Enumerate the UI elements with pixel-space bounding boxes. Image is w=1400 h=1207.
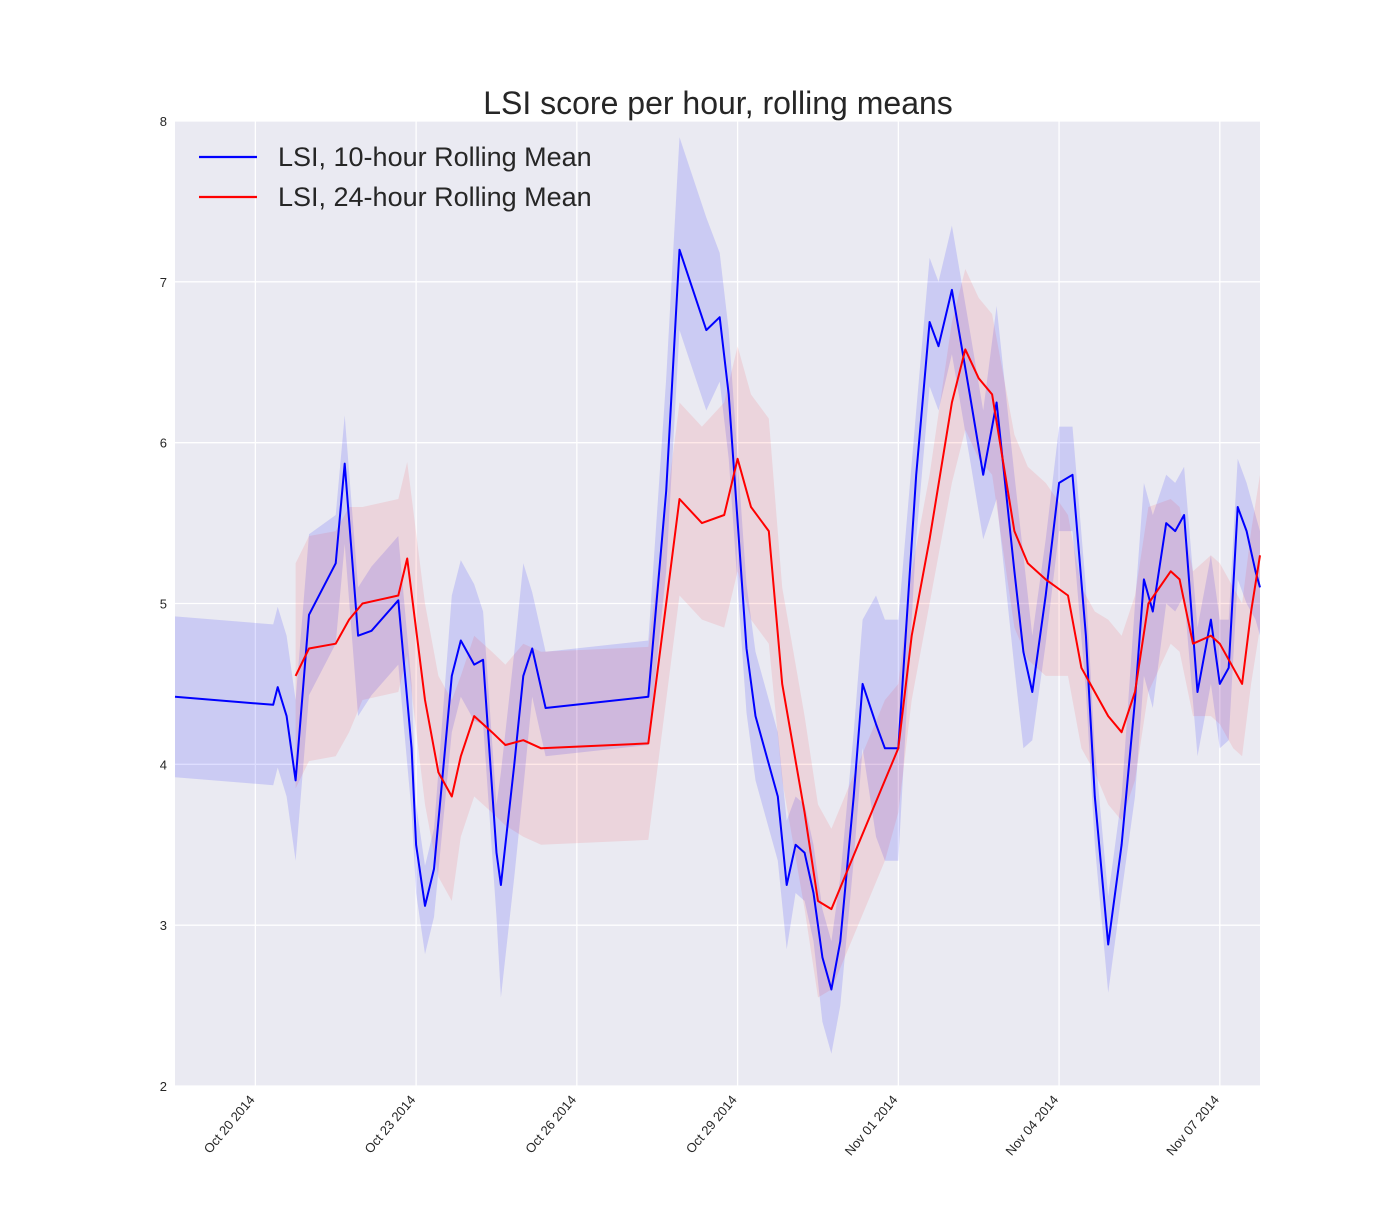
- x-tick-label: Oct 26 2014: [522, 1092, 579, 1156]
- y-tick-label: 6: [160, 436, 167, 451]
- series-line-1: [174, 248, 1261, 991]
- gridlines: [175, 120, 1260, 1087]
- x-tick-label: Nov 04 2014: [1002, 1092, 1061, 1158]
- legend: LSI, 10-hour Rolling Mean LSI, 24-hour Ro…: [199, 142, 592, 212]
- x-tick-label: Nov 01 2014: [842, 1092, 901, 1158]
- y-tick-label: 3: [160, 918, 167, 933]
- y-tick-label: 5: [160, 597, 167, 612]
- legend-label: LSI, 10-hour Rolling Mean: [278, 142, 592, 172]
- x-axis: Oct 20 2014 Oct 23 2014 Oct 26 2014 Oct 29 …: [201, 1092, 1222, 1158]
- series-line-2: [294, 348, 1261, 911]
- y-tick-label: 4: [160, 757, 167, 772]
- x-tick-label: Oct 20 2014: [201, 1092, 258, 1156]
- x-tick-label: Nov 07 2014: [1163, 1092, 1222, 1158]
- series-lines: [174, 248, 1261, 991]
- y-tick-label: 7: [160, 275, 167, 290]
- y-tick-label: 8: [160, 114, 167, 129]
- y-axis: 2 3 4 5 6 7 8: [160, 114, 167, 1094]
- x-tick-label: Oct 29 2014: [683, 1092, 740, 1156]
- legend-label: LSI, 24-hour Rolling Mean: [278, 182, 592, 212]
- chart-title: LSI score per hour, rolling means: [483, 85, 953, 121]
- y-tick-label: 2: [160, 1079, 167, 1094]
- x-tick-label: Oct 23 2014: [361, 1092, 418, 1156]
